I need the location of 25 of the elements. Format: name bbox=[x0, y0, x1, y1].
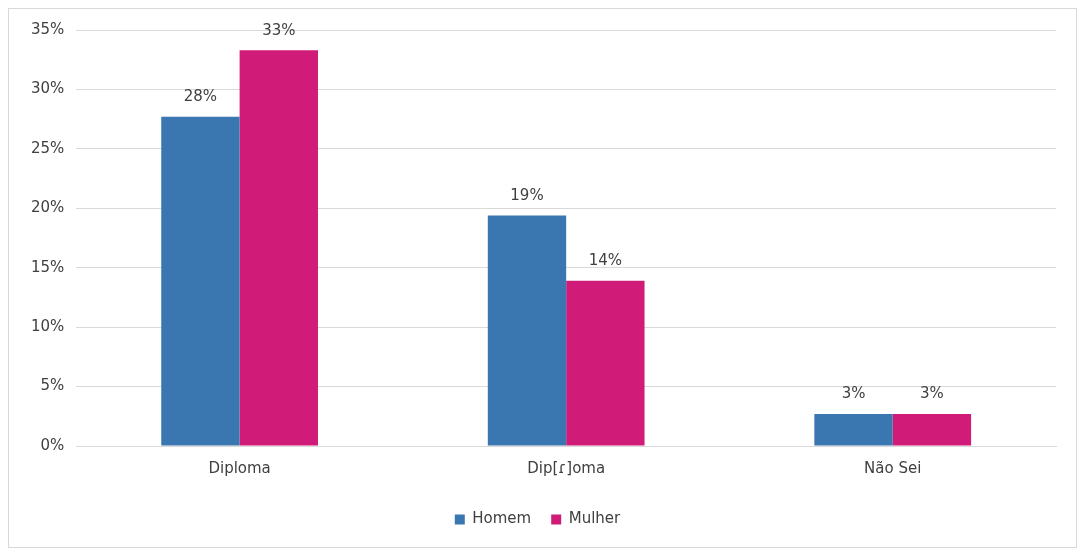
bar bbox=[814, 413, 893, 446]
y-tick-label: 15% bbox=[31, 257, 65, 276]
y-tick-label: 30% bbox=[31, 79, 65, 98]
y-tick-label: 10% bbox=[31, 317, 65, 336]
data-label: 33% bbox=[262, 20, 296, 39]
x-tick-label: Dip[ɾ]oma bbox=[527, 458, 606, 477]
y-tick-label: 0% bbox=[40, 435, 65, 454]
bar bbox=[892, 413, 972, 446]
x-tick-label: Não Sei bbox=[864, 458, 922, 477]
bar bbox=[566, 280, 645, 446]
y-tick-label: 5% bbox=[40, 376, 65, 395]
bar bbox=[487, 215, 567, 446]
data-label: 3% bbox=[920, 384, 944, 403]
bar bbox=[239, 50, 318, 446]
y-tick-label: 20% bbox=[31, 198, 65, 217]
data-label: 3% bbox=[841, 384, 866, 403]
legend-label: Homem bbox=[472, 509, 532, 528]
data-label: 19% bbox=[510, 185, 544, 204]
legend-label: Mulher bbox=[568, 509, 622, 528]
data-label: 14% bbox=[588, 251, 623, 270]
y-tick-label: 35% bbox=[31, 19, 65, 38]
y-tick-label: 25% bbox=[31, 138, 65, 157]
bar bbox=[161, 116, 240, 446]
data-label: 28% bbox=[183, 87, 218, 106]
x-tick-label: Diploma bbox=[208, 458, 271, 477]
